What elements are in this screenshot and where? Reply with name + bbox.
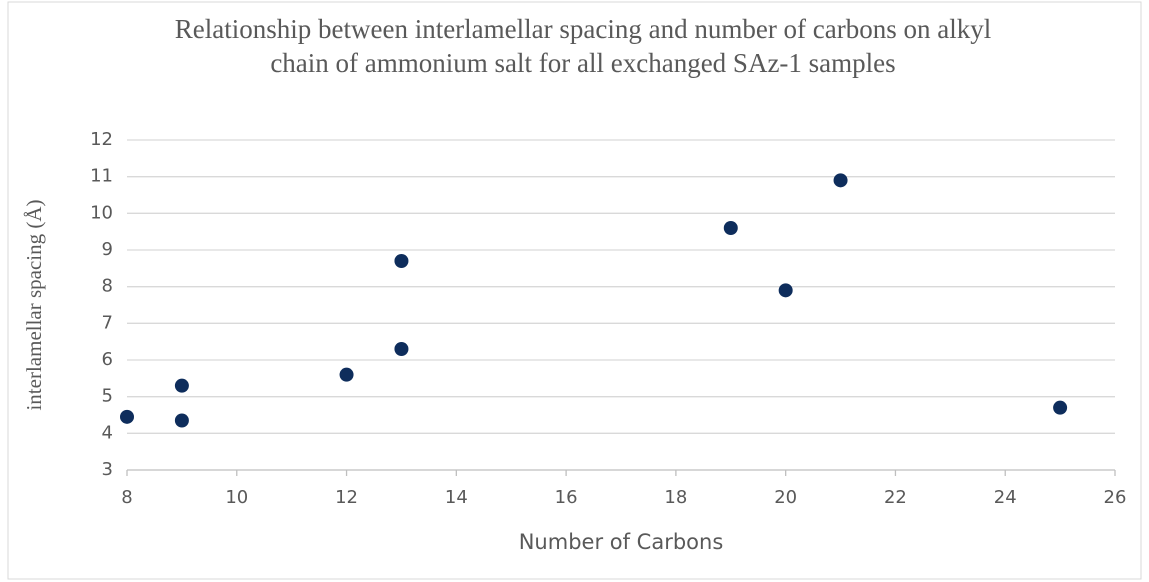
- x-tick-label: 20: [774, 487, 797, 508]
- x-tick-label: 14: [445, 487, 468, 508]
- y-tick-label: 9: [102, 239, 113, 260]
- x-tick-label: 12: [335, 487, 358, 508]
- x-tick-label: 8: [121, 487, 132, 508]
- point: [833, 173, 848, 188]
- y-tick-label: 11: [90, 166, 113, 187]
- x-tick-label: 26: [1104, 487, 1127, 508]
- point: [174, 378, 189, 393]
- chart-frame: [7, 1, 1142, 580]
- point: [120, 409, 134, 424]
- y-tick-label: 6: [102, 349, 113, 370]
- point: [394, 342, 409, 356]
- point: [394, 254, 409, 268]
- point: [1053, 400, 1068, 415]
- x-tick-label: 10: [225, 487, 248, 508]
- x-tick-label: 16: [555, 487, 578, 508]
- x-tick-label: 24: [994, 487, 1017, 508]
- point: [174, 413, 189, 428]
- point: [723, 221, 738, 235]
- point: [339, 367, 354, 382]
- x-tick-label: 18: [664, 487, 687, 508]
- y-tick-label: 8: [102, 276, 113, 297]
- y-tick-label: 7: [102, 312, 113, 333]
- x-tick-label: 22: [884, 487, 907, 508]
- chart-title: Relationship between interlamellar spaci…: [174, 14, 992, 78]
- y-tick-label: 3: [102, 459, 113, 480]
- y-tick-label: 4: [102, 422, 113, 443]
- y-axis-label: interlamellar spacing (Å): [22, 199, 46, 410]
- y-tick-label: 5: [102, 386, 113, 407]
- x-axis-label: Number of Carbons: [519, 530, 724, 554]
- point: [778, 283, 793, 298]
- y-tick-label: 10: [90, 202, 113, 223]
- y-tick-label: 12: [90, 129, 113, 150]
